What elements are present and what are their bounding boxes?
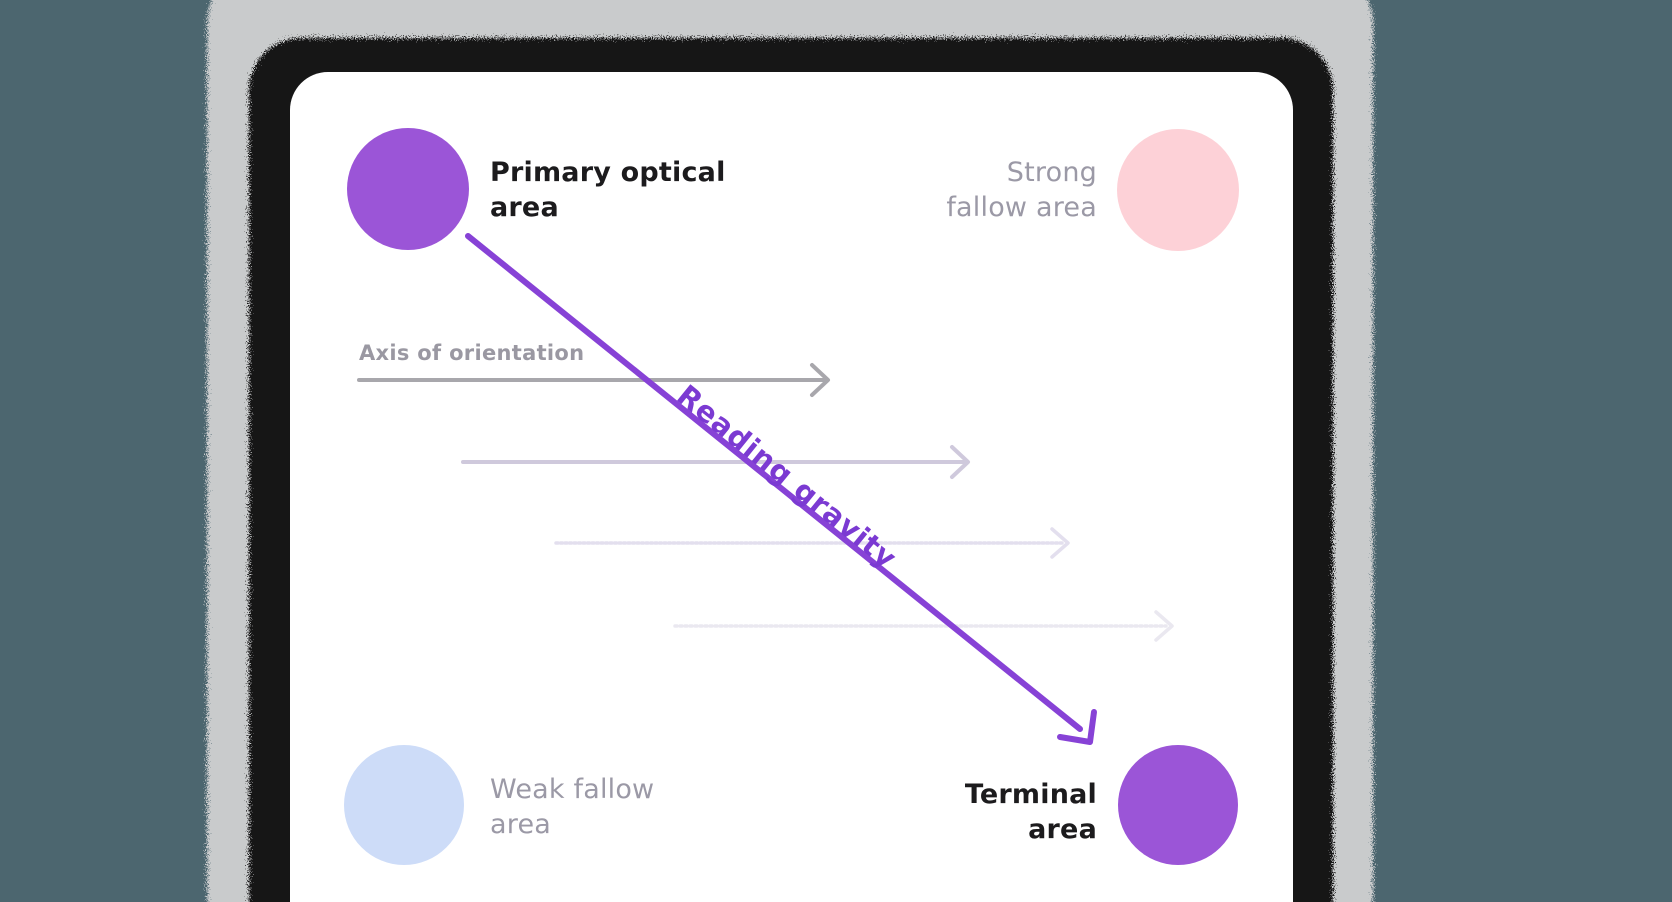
axis-arrow-3 xyxy=(554,527,1070,559)
label-line: fallow area xyxy=(946,192,1097,223)
axis-arrow-1 xyxy=(357,363,830,397)
arrowhead-icon xyxy=(1057,709,1097,745)
label-line: area xyxy=(1028,814,1097,845)
terminal-area-label: Terminal area xyxy=(797,777,1097,847)
label-line: area xyxy=(490,809,552,840)
reading-gravity-arrow xyxy=(465,233,1097,745)
arrowhead-icon xyxy=(810,363,830,397)
arrowhead-icon xyxy=(1050,527,1070,559)
label-line: area xyxy=(490,192,559,223)
label-line: Strong xyxy=(1006,157,1097,188)
axis-of-orientation-label: Axis of orientation xyxy=(359,341,585,365)
strong-fallow-area-label: Strong fallow area xyxy=(797,155,1097,225)
white-card xyxy=(290,72,1293,902)
label-line: Terminal xyxy=(964,779,1097,810)
label-line: Weak fallow xyxy=(490,774,655,805)
strong-fallow-area-circle xyxy=(1117,129,1239,251)
axis-arrow-2 xyxy=(461,445,970,479)
primary-optical-area-label: Primary optical area xyxy=(490,155,726,225)
weak-fallow-area-circle xyxy=(344,745,464,865)
axis-arrow-4 xyxy=(673,610,1174,642)
primary-optical-area-circle xyxy=(347,128,469,250)
weak-fallow-area-label: Weak fallow area xyxy=(490,772,654,842)
arrowhead-icon xyxy=(1154,610,1174,642)
label-line: Primary optical xyxy=(490,157,726,188)
terminal-area-circle xyxy=(1118,745,1238,865)
arrowhead-icon xyxy=(950,445,970,479)
